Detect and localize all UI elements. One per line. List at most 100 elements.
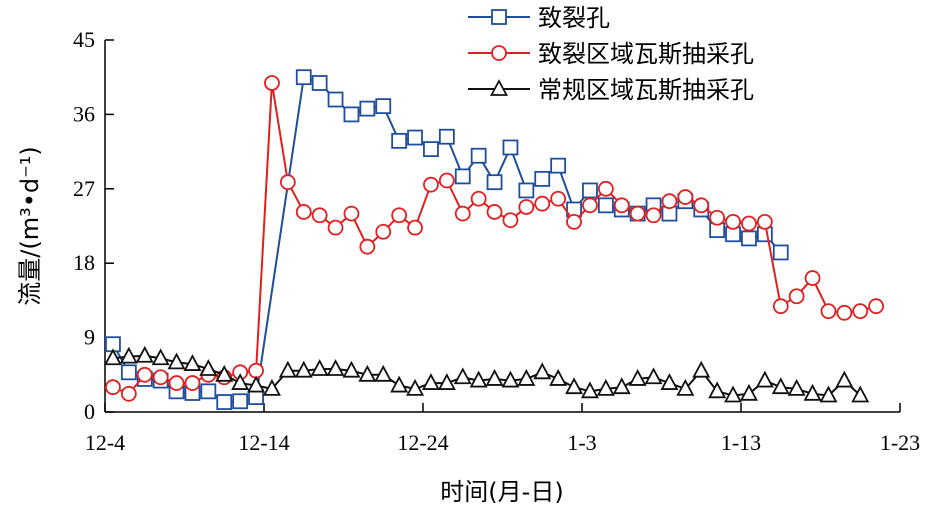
series-3-point [724, 385, 743, 403]
series-1-point [375, 98, 392, 115]
x-tick-label: 1-23 [880, 430, 920, 455]
series-3-point [708, 381, 727, 399]
y-axis-title: 流量/(m³•d⁻¹) [16, 146, 44, 306]
series-2-point [566, 213, 582, 230]
series-2-point [343, 205, 360, 222]
axes [104, 40, 900, 413]
series-3-point [326, 359, 345, 376]
series-3-point [135, 345, 154, 363]
series-3-point [294, 360, 313, 378]
series-3-point [342, 360, 361, 378]
series-2-point [645, 207, 662, 224]
series-3-point [358, 364, 377, 382]
series-3-point [119, 346, 138, 364]
series-2-point [454, 205, 471, 222]
series-3-point [183, 354, 202, 371]
series-2-point [327, 219, 344, 236]
series-3-point [231, 373, 250, 390]
series-2-point [470, 190, 487, 207]
series-2-point [550, 190, 567, 207]
series-1-point [232, 393, 249, 410]
series-3-point [596, 378, 615, 396]
series-1-point [216, 394, 233, 410]
series-3 [103, 345, 870, 403]
series-3-point [199, 359, 218, 376]
series-3-point [437, 373, 456, 390]
series-3-point [771, 377, 790, 395]
series-2-point [582, 197, 598, 214]
series-3-point [787, 378, 806, 396]
series-2-point [613, 197, 630, 214]
series-3-point [851, 385, 870, 403]
series-3-point [247, 375, 266, 393]
legend-item: 致裂区域瓦斯抽采孔 [468, 40, 754, 68]
legend-item: 常规区域瓦斯抽采孔 [468, 76, 754, 104]
series-2-point [597, 180, 614, 197]
series-3-point [628, 369, 647, 386]
x-tick-label: 12-24 [397, 430, 448, 455]
series-3-point [453, 367, 472, 385]
series-3-point [835, 370, 854, 388]
series-3-point [215, 364, 234, 382]
series-1-point [486, 174, 503, 191]
series-2-point [804, 270, 821, 286]
series-2-point [136, 366, 153, 383]
x-tick-label: 1-13 [721, 430, 761, 455]
series-3-point [692, 360, 711, 378]
series-1-point [454, 168, 471, 185]
legend-label: 致裂区域瓦斯抽采孔 [538, 40, 754, 68]
series-2-point [184, 375, 201, 391]
series-3-point [819, 385, 838, 403]
series-1 [105, 69, 789, 410]
series-3-point [533, 362, 552, 380]
series-2-point [709, 209, 726, 226]
series-2-point [264, 75, 280, 91]
series-3-point [755, 370, 774, 388]
series-2-point [120, 385, 137, 402]
series-3-point [278, 360, 297, 378]
series-1-point [407, 129, 423, 146]
legend-item: 致裂孔 [468, 4, 610, 32]
y-tick-label: 45 [73, 27, 95, 52]
series-3-point [803, 383, 822, 401]
series-1-point [391, 132, 408, 149]
series-2-point [375, 223, 392, 240]
y-tick-label: 27 [73, 176, 95, 201]
series-3-point [262, 378, 281, 396]
series-2-point [152, 369, 169, 386]
series-2-point [725, 213, 741, 230]
x-tick-label: 12-14 [238, 430, 289, 455]
series-2-point [438, 172, 455, 189]
series-2 [105, 75, 885, 402]
series-2-point [772, 298, 789, 315]
x-ticks: 12-4 12-14 12-24 1-3 1-13 1-23 [85, 403, 920, 455]
series-3-point [151, 348, 170, 366]
x-axis-title: 时间(月-日) [440, 478, 563, 506]
series-3-point [167, 352, 186, 370]
series-2-point [311, 207, 328, 224]
y-tick-label: 0 [84, 399, 95, 424]
series-1-point [518, 182, 535, 199]
series-3-point [421, 373, 440, 390]
series-2-point [741, 215, 757, 232]
series-1-point [200, 383, 217, 400]
series-1-point [470, 147, 487, 164]
series-2-point [629, 205, 646, 222]
legend-label: 常规区域瓦斯抽采孔 [538, 76, 754, 104]
series-2-point [248, 362, 264, 379]
y-ticks: 0 9 18 27 36 45 [73, 27, 114, 424]
series-2-point [677, 189, 694, 205]
series-3-point [374, 364, 393, 382]
series-3-point [469, 370, 488, 388]
legend-marker [489, 79, 509, 96]
series-3-point [644, 367, 663, 385]
series-1-point [741, 230, 757, 247]
series-3-point [406, 378, 425, 396]
series-2-point [534, 195, 551, 212]
series-2-point [661, 193, 678, 210]
series-2-point [486, 204, 503, 220]
series-1-point [343, 106, 360, 123]
series-3-point [310, 359, 329, 376]
series-3-point [390, 375, 409, 393]
